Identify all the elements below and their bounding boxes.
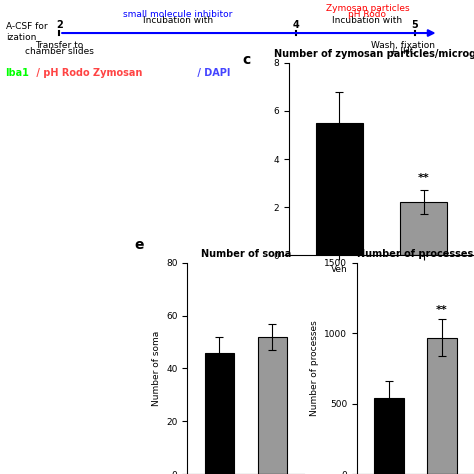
Text: 5: 5 <box>411 20 418 30</box>
Title: Number of processes: Number of processes <box>357 249 474 259</box>
Text: / DAPI: / DAPI <box>194 68 230 79</box>
Text: / pH Rodo Zymosan: / pH Rodo Zymosan <box>33 68 143 79</box>
Y-axis label: Number of soma: Number of soma <box>152 331 161 406</box>
Bar <box>258 337 287 474</box>
Bar <box>401 202 447 255</box>
Text: Transfer to: Transfer to <box>35 41 83 50</box>
Title: Number of zymosan particles/microglia: Number of zymosan particles/microglia <box>273 49 474 59</box>
Text: c: c <box>243 53 251 67</box>
Text: e: e <box>135 237 144 252</box>
Text: pH Rodo: pH Rodo <box>348 9 386 18</box>
Text: small molecule inhibitor: small molecule inhibitor <box>123 9 232 18</box>
Title: Number of soma: Number of soma <box>201 249 291 259</box>
Text: 2: 2 <box>56 20 63 30</box>
Text: Incubation with: Incubation with <box>143 16 213 25</box>
Text: Zymosan particles: Zymosan particles <box>326 4 409 13</box>
Text: CC-292: CC-292 <box>72 269 111 279</box>
Y-axis label: Number of processes: Number of processes <box>310 320 319 416</box>
Text: + IHC: + IHC <box>390 47 416 56</box>
Text: A-CSF for
ization: A-CSF for ization <box>6 22 47 42</box>
Bar <box>316 123 363 255</box>
Text: **: ** <box>418 173 429 183</box>
Text: 4: 4 <box>293 20 300 30</box>
Bar <box>205 353 234 474</box>
Text: Iba1: Iba1 <box>6 68 29 79</box>
Text: **: ** <box>436 305 448 315</box>
Text: Wash, fixation: Wash, fixation <box>371 41 435 50</box>
Text: chamber slides: chamber slides <box>25 47 94 56</box>
Text: Incubation with: Incubation with <box>332 16 402 25</box>
Bar <box>428 337 457 474</box>
Bar <box>374 398 403 474</box>
